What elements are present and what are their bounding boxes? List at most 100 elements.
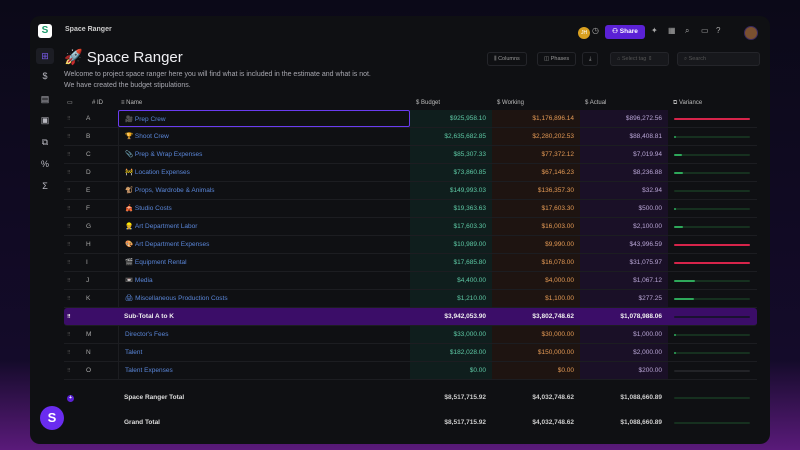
download-button[interactable]: ⤓: [582, 52, 599, 66]
working-cell[interactable]: $4,000.00: [492, 272, 580, 289]
actual-cell[interactable]: $8,236.88: [580, 164, 668, 181]
percent-icon[interactable]: %: [40, 159, 49, 169]
table-row[interactable]: ⠿ H 🎨 Art Department Expenses $10,989.00 $9,…: [64, 236, 757, 254]
drag-handle-icon[interactable]: ⠿: [67, 314, 71, 320]
share-button[interactable]: ⚇ Share: [605, 25, 645, 39]
table-row[interactable]: ⠿ J 📼 Media $4,400.00 $4,000.00 $1,067.12: [64, 272, 757, 290]
working-cell[interactable]: $2,280,202.53: [492, 128, 580, 145]
row-name[interactable]: 🎨 Art Department Expenses: [118, 236, 410, 253]
subtotal-row[interactable]: ⠿ Sub-Total A to K $3,942,053.90 $3,802,748…: [64, 308, 757, 326]
drag-handle-icon[interactable]: ⠿: [67, 170, 71, 176]
table-row[interactable]: ⠿ M Director's Fees $33,000.00 $30,000.00 $1,…: [64, 326, 757, 344]
actual-cell[interactable]: $32.94: [580, 182, 668, 199]
id-column-header[interactable]: # ID: [92, 100, 104, 106]
budget-cell[interactable]: $925,958.10: [410, 110, 492, 127]
budget-cell[interactable]: $85,307.33: [410, 146, 492, 163]
phases-button[interactable]: ◫ Phases: [537, 52, 577, 66]
table-row[interactable]: ⠿ D 🚧 Location Expenses $73,860.85 $67,146.2…: [64, 164, 757, 182]
working-cell[interactable]: $1,100.00: [492, 290, 580, 307]
history-icon[interactable]: ◷: [592, 26, 599, 35]
working-cell[interactable]: $77,372.12: [492, 146, 580, 163]
working-cell[interactable]: $67,146.23: [492, 164, 580, 181]
actual-cell[interactable]: $43,996.59: [580, 236, 668, 253]
drag-handle-icon[interactable]: ⠿: [67, 278, 71, 284]
budget-cell[interactable]: $0.00: [410, 362, 492, 379]
working-cell[interactable]: $3,802,748.62: [532, 313, 574, 320]
table-row[interactable]: ⠿ B 🏆 Shoot Crew $2,635,682.85 $2,280,202.53…: [64, 128, 757, 146]
row-name[interactable]: Talent Expenses: [118, 362, 410, 379]
working-cell[interactable]: $0.00: [492, 362, 580, 379]
search-icon[interactable]: ⌕: [685, 26, 690, 35]
add-row-icon[interactable]: +: [67, 395, 74, 402]
actual-column-header[interactable]: $ Actual: [585, 100, 607, 106]
drag-handle-icon[interactable]: ⠿: [67, 350, 71, 356]
book-icon[interactable]: ▣: [40, 115, 50, 125]
app-logo[interactable]: S: [38, 24, 52, 38]
actual-cell[interactable]: $1,067.12: [580, 272, 668, 289]
row-name[interactable]: 🖨 Miscellaneous Production Costs: [118, 290, 410, 307]
working-column-header[interactable]: $ Working: [497, 100, 524, 106]
row-name[interactable]: 🎥 Prep Crew: [118, 110, 410, 127]
calendar-icon[interactable]: ▤: [40, 94, 50, 104]
dollar-icon[interactable]: $: [42, 71, 48, 81]
grid-icon[interactable]: ⊞: [36, 48, 54, 64]
actual-cell[interactable]: $1,000.00: [580, 326, 668, 343]
table-row[interactable]: ⠿ C 📎 Prep & Wrap Expenses $85,307.33 $77,37…: [64, 146, 757, 164]
working-cell[interactable]: $16,003.00: [492, 218, 580, 235]
actual-cell[interactable]: $1,078,988.06: [620, 313, 662, 320]
budget-cell[interactable]: $1,210.00: [410, 290, 492, 307]
actual-cell[interactable]: $277.25: [580, 290, 668, 307]
drag-handle-icon[interactable]: ⠿: [67, 116, 71, 122]
row-name[interactable]: 👷 Art Department Labor: [118, 218, 410, 235]
row-name[interactable]: Sub-Total A to K: [118, 308, 410, 325]
actual-cell[interactable]: $200.00: [580, 362, 668, 379]
actual-cell[interactable]: $7,019.94: [580, 146, 668, 163]
table-row[interactable]: ⠿ E 🐒 Props, Wardrobe & Animals $149,993.03…: [64, 182, 757, 200]
budget-cell[interactable]: $33,000.00: [410, 326, 492, 343]
budget-cell[interactable]: $10,989.00: [410, 236, 492, 253]
row-name[interactable]: 🐒 Props, Wardrobe & Animals: [118, 182, 410, 199]
budget-cell[interactable]: $19,363.63: [410, 200, 492, 217]
table-row[interactable]: ⠿ O Talent Expenses $0.00 $0.00 $200.00: [64, 362, 757, 380]
working-cell[interactable]: $136,357.30: [492, 182, 580, 199]
row-name[interactable]: Talent: [118, 344, 410, 361]
working-cell[interactable]: $9,990.00: [492, 236, 580, 253]
variance-column-header[interactable]: ⧉ Variance: [673, 100, 703, 106]
row-name[interactable]: 🏆 Shoot Crew: [118, 128, 410, 145]
actual-cell[interactable]: $2,000.00: [580, 344, 668, 361]
budget-cell[interactable]: $17,603.30: [410, 218, 492, 235]
breadcrumb[interactable]: Space Ranger: [65, 26, 112, 33]
working-cell[interactable]: $16,078.00: [492, 254, 580, 271]
table-row[interactable]: ⠿ F 🎪 Studio Costs $19,363.63 $17,603.30 $500…: [64, 200, 757, 218]
table-add-icon[interactable]: ▦: [668, 26, 676, 35]
row-name[interactable]: 🎪 Studio Costs: [118, 200, 410, 217]
drag-handle-icon[interactable]: ⠿: [67, 296, 71, 302]
drag-handle-icon[interactable]: ⠿: [67, 134, 71, 140]
actual-cell[interactable]: $2,100.00: [580, 218, 668, 235]
drag-handle-icon[interactable]: ⠿: [67, 206, 71, 212]
actual-cell[interactable]: $88,408.81: [580, 128, 668, 145]
sparkle-icon[interactable]: ✦: [651, 26, 658, 35]
table-row[interactable]: ⠿ N Talent $182,028.00 $150,000.00 $2,000.00: [64, 344, 757, 362]
drag-handle-icon[interactable]: ⠿: [67, 368, 71, 374]
budget-cell[interactable]: $2,635,682.85: [410, 128, 492, 145]
drag-handle-icon[interactable]: ⠿: [67, 332, 71, 338]
row-name[interactable]: 📎 Prep & Wrap Expenses: [118, 146, 410, 163]
budget-cell[interactable]: $4,400.00: [410, 272, 492, 289]
row-name[interactable]: Director's Fees: [118, 326, 410, 343]
table-row[interactable]: ⠿ G 👷 Art Department Labor $17,603.30 $16,00…: [64, 218, 757, 236]
drag-handle-icon[interactable]: ⠿: [67, 152, 71, 158]
row-name[interactable]: 🚧 Location Expenses: [118, 164, 410, 181]
table-row[interactable]: ⠿ K 🖨 Miscellaneous Production Costs $1,210…: [64, 290, 757, 308]
search-input[interactable]: ⌕ Search: [677, 52, 760, 66]
budget-cell[interactable]: $182,028.00: [410, 344, 492, 361]
working-cell[interactable]: $30,000.00: [492, 326, 580, 343]
working-cell[interactable]: $17,603.30: [492, 200, 580, 217]
comment-icon[interactable]: ▭: [701, 26, 709, 35]
columns-button[interactable]: ⫼ Columns: [487, 52, 527, 66]
budget-cell[interactable]: $17,685.80: [410, 254, 492, 271]
actual-cell[interactable]: $31,075.97: [580, 254, 668, 271]
budget-column-header[interactable]: $ Budget: [416, 100, 441, 106]
sigma-icon[interactable]: Σ: [42, 181, 48, 191]
layers-icon[interactable]: ⧉: [41, 137, 49, 147]
